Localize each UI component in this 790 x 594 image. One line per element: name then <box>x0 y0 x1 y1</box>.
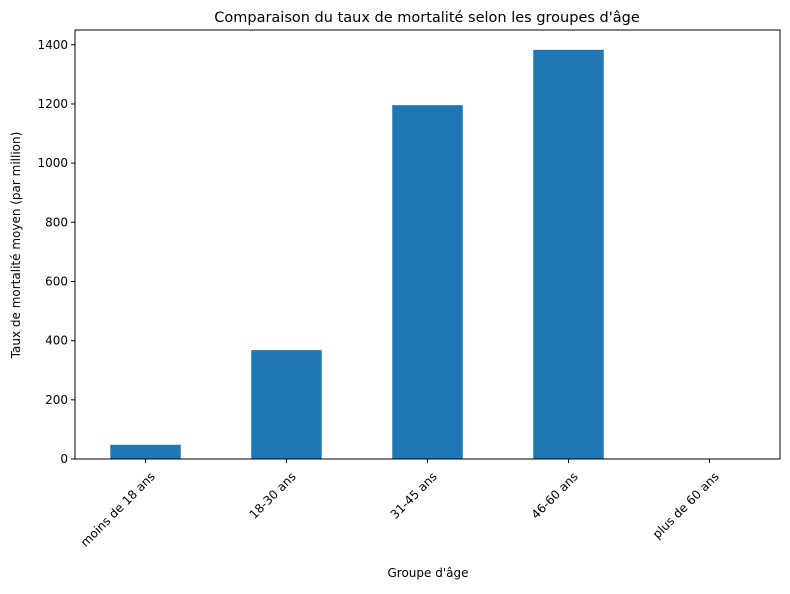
bar-0 <box>110 444 181 459</box>
y-tick-label: 200 <box>45 393 68 407</box>
bars-group <box>110 49 604 460</box>
x-axis: moins de 18 ans 18-30 ans 31-45 ans 46-60 a… <box>78 459 722 549</box>
y-tick-label: 800 <box>45 215 68 229</box>
y-tick-label: 1400 <box>37 38 68 52</box>
y-tick-label: 1200 <box>37 97 68 111</box>
bar-3 <box>533 49 604 459</box>
bar-1 <box>251 350 322 459</box>
x-tick-label: 46-60 ans <box>529 469 581 521</box>
y-axis-label: Taux de mortalité moyen (par million) <box>9 132 23 360</box>
x-tick-label: plus de 60 ans <box>650 469 722 541</box>
y-tick-label: 600 <box>45 274 68 288</box>
plot-frame <box>74 29 781 460</box>
y-tick-label: 0 <box>60 452 68 466</box>
y-axis: 0 200 400 600 800 1000 1200 1400 <box>37 38 75 466</box>
x-axis-label: Groupe d'âge <box>388 566 469 580</box>
x-tick-label: moins de 18 ans <box>78 469 158 549</box>
chart-title: Comparaison du taux de mortalité selon l… <box>214 10 640 26</box>
y-tick-label: 1000 <box>37 156 68 170</box>
bar-2 <box>392 105 463 460</box>
y-tick-label: 400 <box>45 334 68 348</box>
x-tick-label: 18-30 ans <box>247 469 299 521</box>
x-tick-label: 31-45 ans <box>388 469 440 521</box>
